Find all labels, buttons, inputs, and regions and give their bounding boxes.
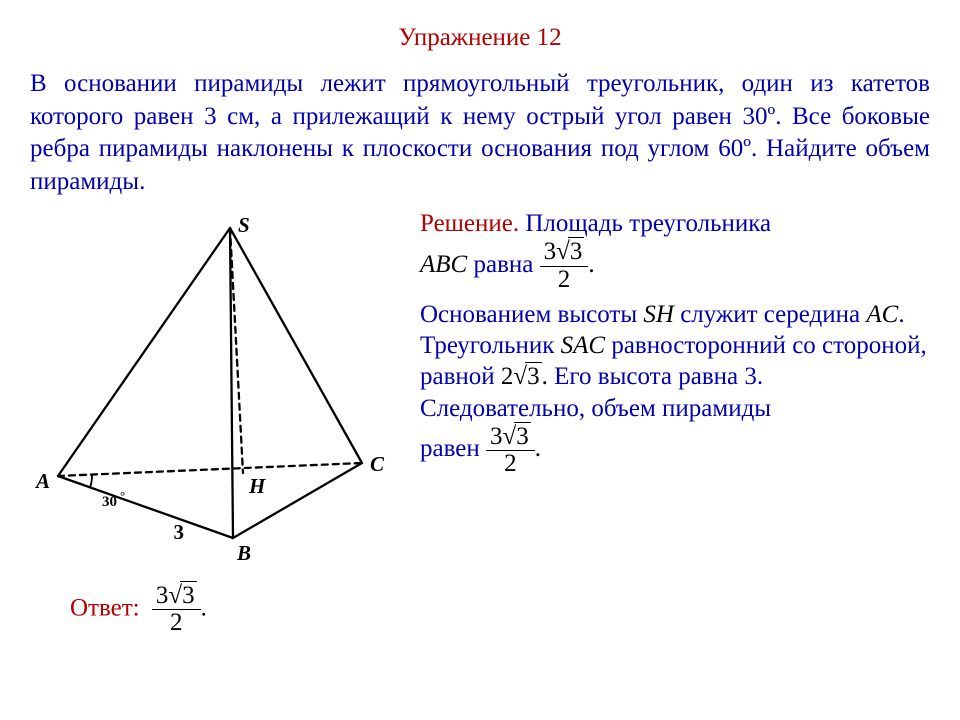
frac1-a: 3 [544,238,557,265]
frac2-a: 3 [490,423,503,450]
volume-fraction: 3√3 2 [486,424,535,478]
sol-equals1: равна [467,251,539,278]
frac1-rad: 3 [568,237,585,265]
sac-label: SAC [561,332,605,359]
answer-block: Ответ: 3√3 2 . [70,583,207,637]
frac2-den: 2 [486,451,535,477]
frac2-rad: 3 [514,422,531,450]
frac1-den: 2 [540,267,589,293]
exercise-title: Упражнение 12 [30,24,930,52]
answer-fraction: 3√3 2 [152,583,201,637]
svg-text:A: A [34,469,50,493]
sh-label: SH [643,301,674,328]
svg-text:S: S [238,213,250,237]
sol-line3a: Основанием высоты [420,301,643,328]
svg-text:B: B [236,541,251,565]
ans-rad: 3 [180,581,197,609]
solution-line1b: Площадь треугольника [519,210,771,237]
ans-den: 2 [152,610,201,636]
solution-heading: Решение. [420,210,519,237]
solution-text: Решение. Площадь треугольника ABC равна … [420,208,930,477]
svg-text:°: ° [120,488,125,503]
ac-label: AC [866,301,898,328]
sol-line3c: служит середина [674,301,866,328]
side-rad: 3 [525,362,542,390]
side-value: 2√3. [501,363,548,390]
lower-region: SABCH30°3 Решение. Площадь треугольника … [30,208,930,668]
svg-text:30: 30 [102,494,117,510]
svg-text:C: C [370,452,385,476]
svg-text:3: 3 [174,520,185,544]
ans-a: 3 [156,582,169,609]
problem-text: В основании пирамиды лежит прямоугольный… [30,68,930,198]
svg-text:H: H [248,474,266,498]
answer-heading: Ответ: [70,594,140,621]
side-a: 2 [501,363,514,390]
area-fraction: 3√3 2 [540,239,589,293]
pyramid-figure: S A B C H 30° 3 [30,208,400,638]
sol-equals2: равен [420,435,486,462]
abc-label: ABC [420,251,467,278]
